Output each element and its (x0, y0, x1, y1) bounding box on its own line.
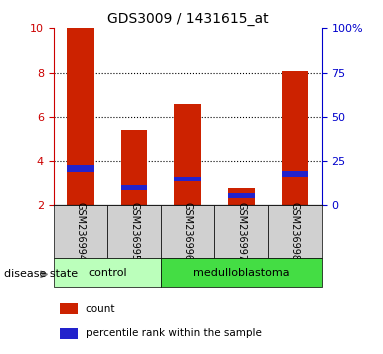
Bar (282, 171, 308, 177)
Bar (174, 104, 201, 205)
Bar (228, 188, 255, 205)
Text: count: count (86, 303, 115, 314)
Bar (161, 258, 322, 287)
Text: GSM236996: GSM236996 (183, 202, 193, 261)
Bar (60, 303, 78, 314)
Bar (282, 72, 308, 205)
Bar (67, 28, 94, 205)
Title: GDS3009 / 1431615_at: GDS3009 / 1431615_at (107, 12, 268, 26)
Text: disease state: disease state (4, 269, 78, 279)
Bar (121, 185, 147, 190)
Text: GSM236995: GSM236995 (129, 202, 139, 262)
Bar (60, 328, 78, 339)
Bar (121, 130, 147, 205)
Text: medulloblastoma: medulloblastoma (193, 268, 290, 278)
Bar (174, 177, 201, 181)
Bar (228, 193, 255, 198)
Bar (67, 166, 94, 172)
Bar (107, 205, 161, 258)
Text: GSM236998: GSM236998 (290, 202, 300, 261)
Bar (214, 205, 268, 258)
Bar (54, 205, 107, 258)
Text: GSM236994: GSM236994 (75, 202, 85, 261)
Bar (161, 205, 214, 258)
Bar (54, 258, 161, 287)
Bar (268, 205, 322, 258)
Text: control: control (88, 268, 126, 278)
Text: GSM236997: GSM236997 (236, 202, 246, 262)
Text: percentile rank within the sample: percentile rank within the sample (86, 329, 262, 338)
